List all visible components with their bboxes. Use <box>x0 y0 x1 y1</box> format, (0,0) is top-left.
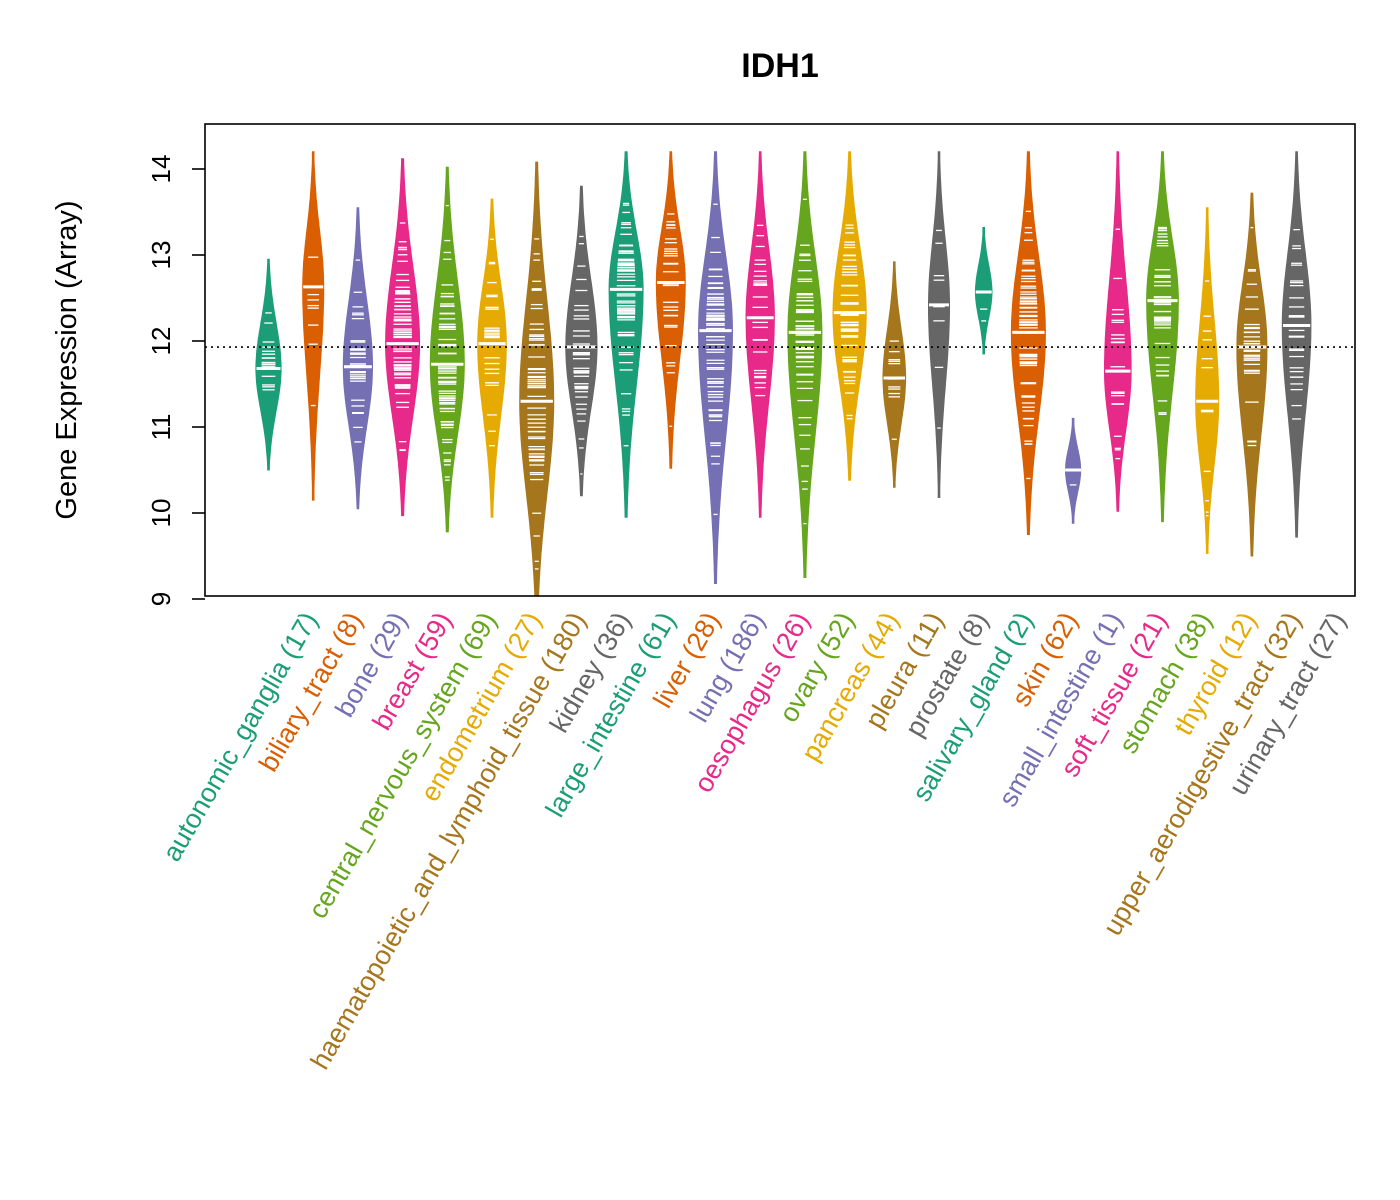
bean-central_nervous_system <box>429 166 465 533</box>
bean-upper_aerodigestive_tract <box>1236 192 1268 557</box>
y-axis-label: Gene Expression (Array) <box>51 200 83 519</box>
bean-ovary <box>787 151 823 578</box>
y-tick-label: 14 <box>146 155 176 184</box>
y-tick-label: 12 <box>146 327 176 356</box>
bean-stomach <box>1146 151 1179 523</box>
beans-group <box>255 151 1312 596</box>
bean-skin <box>1010 151 1046 535</box>
y-tick-label: 13 <box>146 241 176 270</box>
bean-pleura <box>882 261 907 488</box>
bean-kidney <box>565 185 598 497</box>
bean-urinary_tract <box>1281 151 1312 538</box>
bean-soft_tissue <box>1104 151 1132 512</box>
plot-frame <box>204 123 1356 597</box>
y-tick-label: 11 <box>146 414 176 441</box>
bean-haematopoietic_and_lymphoid_tissue <box>519 161 555 596</box>
bean-prostate <box>928 151 950 498</box>
y-tick-label: 9 <box>146 592 176 606</box>
bean-thyroid <box>1195 207 1220 554</box>
bean-biliary_tract <box>302 151 325 501</box>
bean-pancreas <box>832 151 867 481</box>
bean-oesophagus <box>745 151 775 518</box>
y-tick-label: 10 <box>146 499 176 528</box>
bean-bone <box>342 207 373 510</box>
chart-title: IDH1 <box>741 47 818 85</box>
